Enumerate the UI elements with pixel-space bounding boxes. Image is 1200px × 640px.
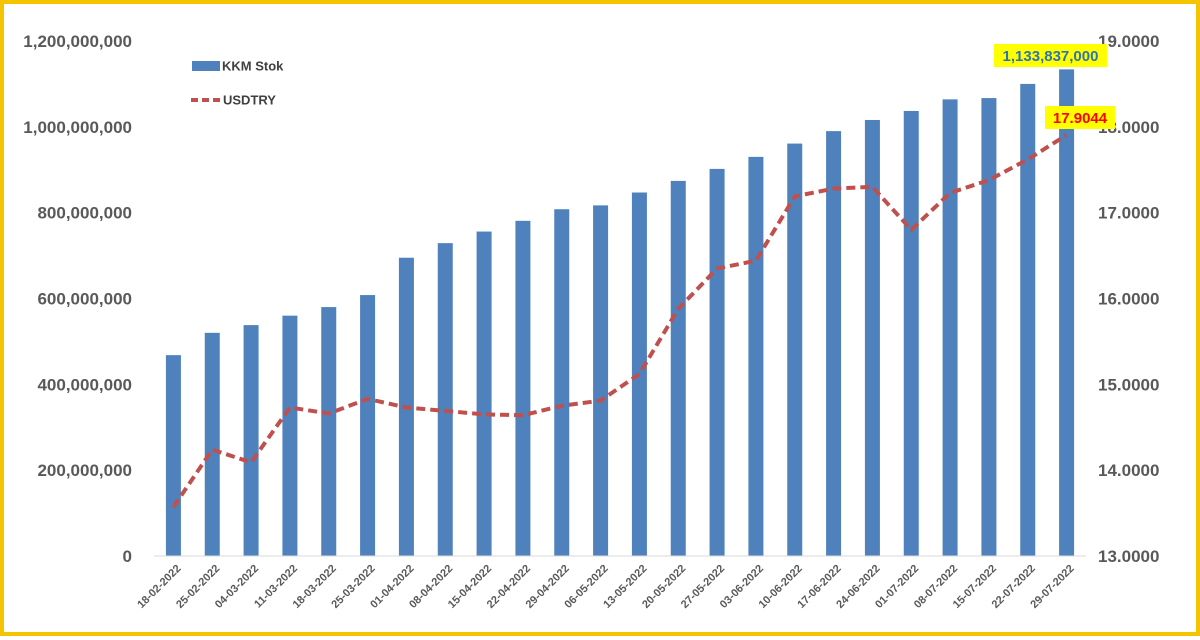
line-series-usdtry xyxy=(173,135,1066,507)
y-left-tick: 0 xyxy=(123,547,132,566)
y-left-tick: 800,000,000 xyxy=(37,204,132,223)
bar-03-06-2022 xyxy=(748,157,763,556)
legend-swatch-kkm-stok xyxy=(192,61,220,71)
bar-08-07-2022 xyxy=(943,99,958,556)
y-right-tick: 15.0000 xyxy=(1098,375,1159,394)
bar-27-05-2022 xyxy=(710,169,725,556)
y-right-tick: 16.0000 xyxy=(1098,290,1159,309)
bar-08-04-2022 xyxy=(438,243,453,556)
bar-17-06-2022 xyxy=(826,131,841,556)
bar-15-07-2022 xyxy=(981,98,996,556)
bar-18-03-2022 xyxy=(321,307,336,556)
line-last-label: 17.9044 xyxy=(1053,110,1108,127)
y-left-tick: 600,000,000 xyxy=(37,290,132,309)
usdtry-line xyxy=(173,135,1066,507)
bar-series-kkm-stok xyxy=(166,69,1074,556)
bar-last-label: 1,133,837,000 xyxy=(1003,48,1099,65)
bar-04-03-2022 xyxy=(244,325,259,556)
bar-20-05-2022 xyxy=(671,181,686,556)
bar-22-04-2022 xyxy=(515,221,530,556)
bar-11-03-2022 xyxy=(282,316,297,556)
y-left-tick: 1,200,000,000 xyxy=(23,32,132,51)
bar-01-07-2022 xyxy=(904,111,919,556)
bar-25-02-2022 xyxy=(205,333,220,556)
annotations: 1,133,837,000 17.9044 xyxy=(994,44,1115,129)
x-axis: 18-02-202225-02-202204-03-202211-03-2022… xyxy=(135,563,1076,611)
bar-29-04-2022 xyxy=(554,209,569,556)
bar-15-04-2022 xyxy=(477,232,492,556)
y-right-tick: 13.0000 xyxy=(1098,547,1159,566)
y-left-tick: 1,000,000,000 xyxy=(23,118,132,137)
bar-06-05-2022 xyxy=(593,205,608,556)
y-left-tick: 400,000,000 xyxy=(37,375,132,394)
y-right-tick: 14.0000 xyxy=(1098,461,1159,480)
y-axis-left: 0 200,000,000 400,000,000 600,000,000 800,00… xyxy=(23,32,132,566)
legend-label-usdtry: USDTRY xyxy=(223,93,276,108)
bar-29-07-2022 xyxy=(1059,69,1074,556)
legend-label-kkm-stok: KKM Stok xyxy=(222,59,284,74)
bar-25-03-2022 xyxy=(360,295,375,556)
legend: KKM Stok USDTRY xyxy=(191,59,284,108)
bar-18-02-2022 xyxy=(166,355,181,556)
y-right-tick: 19.0000 xyxy=(1098,32,1159,51)
y-left-tick: 200,000,000 xyxy=(37,461,132,480)
chart: 0 200,000,000 400,000,000 600,000,000 800,00… xyxy=(4,4,1200,640)
y-right-tick: 17.0000 xyxy=(1098,204,1159,223)
